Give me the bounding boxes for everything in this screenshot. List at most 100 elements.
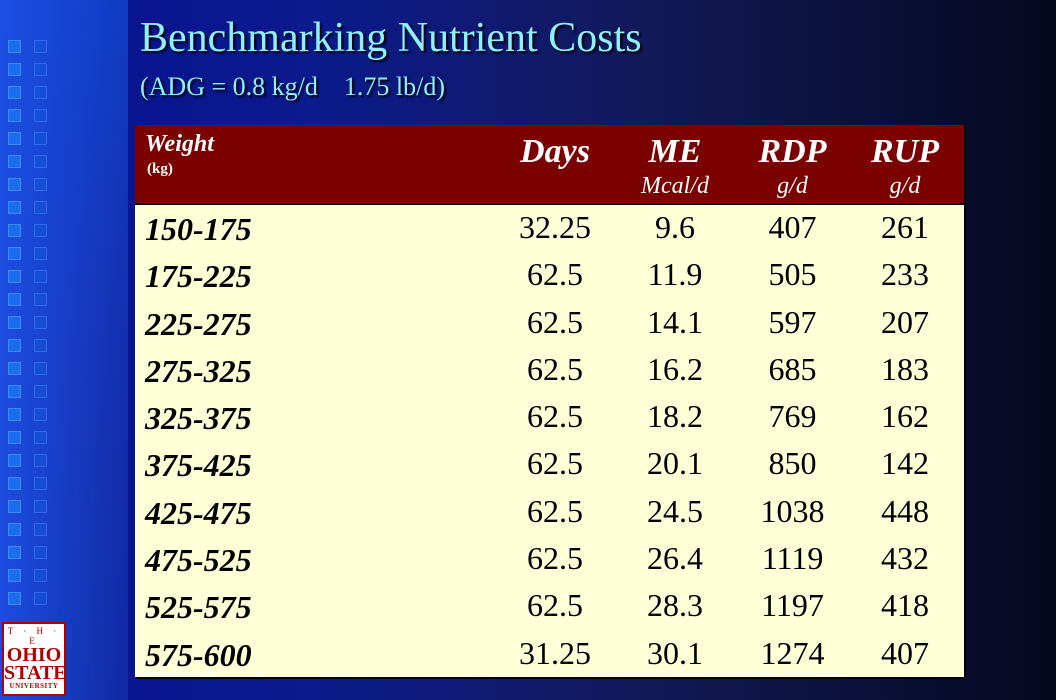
- cell-rup: 162: [881, 398, 929, 435]
- decorative-square: [8, 293, 21, 306]
- cell-rup: 233: [881, 256, 929, 293]
- cell-days: 62.5: [527, 587, 583, 624]
- decorative-square: [8, 155, 21, 168]
- cell-weight: 425-475: [145, 494, 252, 531]
- cell-weight: 475-525: [145, 542, 252, 579]
- decorative-square: [34, 40, 47, 53]
- table-header: Weight (kg) Days ME Mcal/d RDP g/d RUP g…: [135, 125, 964, 205]
- table-row: 225-275 62.5 14.1 597 207: [135, 300, 964, 347]
- nutrient-table: Weight (kg) Days ME Mcal/d RDP g/d RUP g…: [135, 125, 964, 677]
- slide-title: Benchmarking Nutrient Costs: [140, 15, 642, 61]
- decorative-square: [8, 569, 21, 582]
- decorative-square: [8, 316, 21, 329]
- table-row: 475-525 62.5 26.4 1119 432: [135, 536, 964, 583]
- decorative-square: [34, 523, 47, 536]
- cell-days: 32.25: [519, 209, 591, 245]
- logo-line-ohio: OHIO: [6, 644, 62, 666]
- table-row: 175-225 62.5 11.9 505 233: [135, 252, 964, 299]
- cell-me: 20.1: [647, 445, 703, 482]
- cell-days: 62.5: [527, 540, 583, 577]
- decorative-square: [8, 408, 21, 421]
- cell-rdp: 685: [768, 350, 817, 387]
- decorative-square: [34, 178, 47, 191]
- decorative-square: [34, 385, 47, 398]
- cell-rup: 261: [881, 209, 929, 245]
- cell-days: 62.5: [527, 256, 583, 293]
- cell-weight: 225-275: [145, 305, 252, 342]
- decorative-squares: [8, 40, 26, 615]
- header-rup: RUP: [871, 133, 939, 170]
- cell-rup: 448: [881, 492, 929, 529]
- cell-rdp: 1038: [760, 492, 825, 529]
- decorative-square: [8, 385, 21, 398]
- decorative-square: [34, 86, 47, 99]
- decorative-square: [34, 546, 47, 559]
- cell-rdp: 1274: [760, 634, 825, 671]
- cell-days: 62.5: [527, 445, 583, 482]
- cell-rup: 183: [881, 350, 929, 387]
- decorative-square: [8, 224, 21, 237]
- cell-days: 62.5: [527, 350, 583, 387]
- cell-rdp: 850: [768, 445, 817, 482]
- slide-subtitle: (ADG = 0.8 kg/d 1.75 lb/d): [140, 72, 445, 101]
- cell-rdp: 769: [768, 398, 817, 435]
- cell-rdp: 407: [768, 209, 817, 245]
- cell-rdp: 1197: [761, 587, 824, 624]
- logo-line-university: UNIVERSITY: [9, 682, 59, 690]
- decorative-square: [34, 270, 47, 283]
- decorative-square: [34, 247, 47, 260]
- table-row: 525-575 62.5 28.3 1197 418: [135, 583, 964, 630]
- table-body: 150-175 32.25 9.6 407 261 175-225 62.5 1…: [135, 205, 964, 678]
- decorative-square: [34, 109, 47, 122]
- table-row: 325-375 62.5 18.2 769 162: [135, 394, 964, 441]
- header-days: Days: [520, 133, 590, 170]
- decorative-square: [34, 224, 47, 237]
- header-rdp: RDP: [758, 133, 827, 170]
- cell-days: 62.5: [527, 492, 583, 529]
- decorative-square: [8, 592, 21, 605]
- cell-me: 14.1: [647, 303, 703, 340]
- decorative-square: [8, 132, 21, 145]
- decorative-square: [34, 339, 47, 352]
- cell-rdp: 505: [768, 256, 817, 293]
- cell-rup: 432: [881, 540, 929, 577]
- header-me: ME: [648, 133, 702, 170]
- cell-rup: 407: [881, 634, 929, 671]
- header-weight: Weight: [145, 131, 214, 157]
- cell-weight: 275-325: [145, 352, 252, 389]
- decorative-square: [34, 132, 47, 145]
- cell-weight: 150-175: [145, 211, 252, 247]
- decorative-square: [8, 40, 21, 53]
- decorative-square: [34, 362, 47, 375]
- cell-me: 24.5: [647, 492, 703, 529]
- header-me-unit: Mcal/d: [641, 173, 709, 199]
- decorative-square: [34, 201, 47, 214]
- cell-rup: 418: [881, 587, 929, 624]
- table-row: 375-425 62.5 20.1 850 142: [135, 441, 964, 488]
- decorative-square: [34, 293, 47, 306]
- header-rup-unit: g/d: [889, 173, 921, 199]
- decorative-square: [34, 431, 47, 444]
- decorative-square: [34, 63, 47, 76]
- table-row: 275-325 62.5 16.2 685 183: [135, 347, 964, 394]
- decorative-square: [34, 408, 47, 421]
- left-decorative-strip: [0, 0, 128, 700]
- decorative-square: [34, 592, 47, 605]
- cell-rup: 142: [881, 445, 929, 482]
- logo-line-the: T · H · E: [7, 626, 61, 646]
- decorative-square: [8, 178, 21, 191]
- decorative-square: [34, 477, 47, 490]
- header-weight-unit: (kg): [147, 161, 173, 177]
- cell-rup: 207: [881, 303, 929, 340]
- header-rdp-unit: g/d: [777, 173, 808, 199]
- cell-rdp: 1119: [761, 540, 824, 577]
- decorative-square: [8, 546, 21, 559]
- decorative-squares-faded: [34, 40, 52, 615]
- cell-weight: 375-425: [145, 447, 252, 484]
- cell-me: 9.6: [655, 209, 695, 245]
- decorative-square: [34, 155, 47, 168]
- cell-me: 30.1: [647, 634, 703, 671]
- decorative-square: [8, 86, 21, 99]
- decorative-square: [8, 431, 21, 444]
- cell-days: 31.25: [519, 634, 591, 671]
